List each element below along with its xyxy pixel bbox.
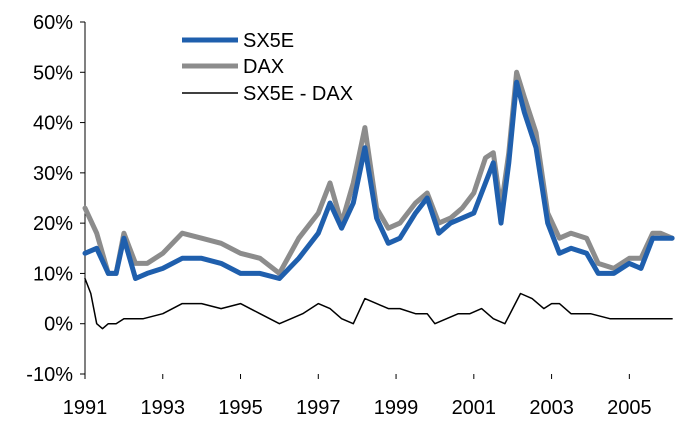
x-tick-label: 1997	[296, 397, 341, 419]
x-tick-label: 2005	[607, 397, 652, 419]
series-line-sx5e	[82, 79, 675, 281]
legend-label: SX5E	[243, 30, 294, 52]
legend-label: DAX	[243, 56, 284, 78]
y-tick-label: 60%	[33, 12, 73, 34]
y-tick-label: 20%	[33, 213, 73, 235]
series-line-dax	[82, 69, 675, 276]
y-tick-label: 50%	[33, 62, 73, 84]
x-tick-label: 1991	[63, 397, 108, 419]
x-tick-label: 2003	[529, 397, 574, 419]
x-tick-label: 1993	[141, 397, 186, 419]
series-layer	[82, 69, 675, 330]
x-tick-label: 1999	[374, 397, 419, 419]
y-tick-label: -10%	[26, 364, 73, 386]
x-tick-label: 2001	[452, 397, 497, 419]
series-line-sx5e-dax	[84, 277, 673, 330]
legend-label: SX5E - DAX	[243, 83, 353, 105]
y-tick-label: 10%	[33, 263, 73, 285]
x-tick-label: 1995	[218, 397, 263, 419]
y-tick-label: 0%	[44, 314, 73, 336]
legend: SX5E DAX SX5E - DAX	[182, 30, 353, 105]
y-tick-label: 40%	[33, 113, 73, 135]
y-tick-label: 30%	[33, 163, 73, 185]
axis-layer: -10% 0% 10% 20% 30% 40% 50% 60% 1991 1993 1995 1997…	[26, 12, 651, 419]
